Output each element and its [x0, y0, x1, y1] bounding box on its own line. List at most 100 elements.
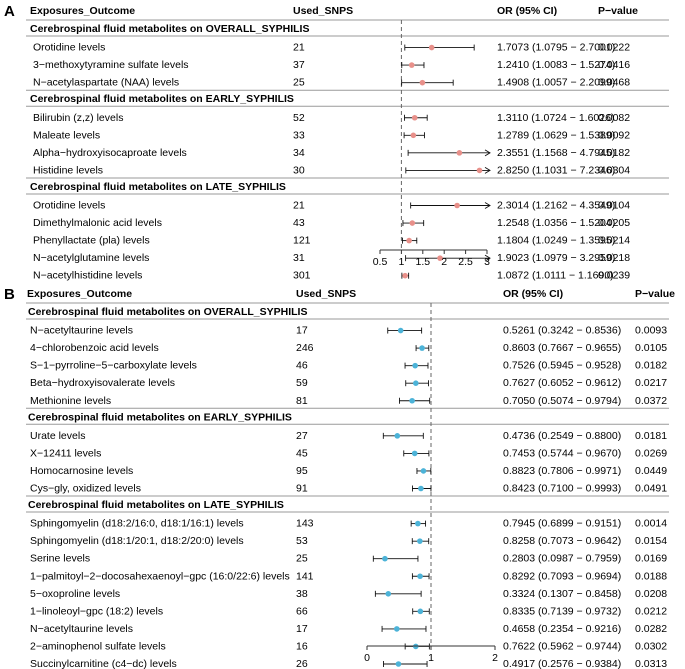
row-exposure-label: N−acetylaspartate (NAA) levels	[33, 77, 179, 89]
row-snps-value: 81	[296, 395, 308, 407]
row-or-ci-text: 0.4658 (0.2354 − 0.9216)	[503, 623, 621, 635]
row-snps-value: 26	[296, 658, 308, 669]
row-snps-value: 301	[293, 270, 311, 282]
row-pvalue: 0.0372	[635, 395, 667, 407]
or-point	[419, 345, 425, 351]
x-axis-tick-label: 2	[492, 652, 498, 664]
or-point	[395, 661, 402, 667]
ci-arrow-high	[484, 202, 491, 209]
or-point	[415, 520, 421, 527]
row-snps-value: 59	[296, 377, 308, 389]
or-point	[437, 255, 443, 261]
panel-label: A	[4, 3, 15, 20]
row-or-ci-text: 0.4917 (0.2576 − 0.9384)	[503, 658, 621, 669]
or-point	[397, 327, 404, 334]
row-snps-value: 91	[296, 483, 308, 495]
or-point	[402, 272, 408, 279]
row-snps-value: 46	[296, 360, 308, 372]
row-pvalue: 0.0313	[635, 658, 667, 669]
row-or-ci-text: 1.7073 (1.0795 − 2.7001)	[497, 42, 615, 54]
row-or-ci-text: 0.5261 (0.3242 − 0.8536)	[503, 325, 621, 337]
row-pvalue: 0.0282	[635, 623, 667, 635]
row-exposure-label: 2−aminophenol sulfate levels	[30, 640, 166, 652]
group-title: Cerebrospinal fluid metabolites on LATE_…	[30, 181, 286, 193]
row-exposure-label: 5−oxoproline levels	[30, 588, 120, 600]
or-point	[476, 167, 483, 174]
row-or-ci-text: 1.4908 (1.0057 − 2.2099)	[497, 77, 615, 89]
column-header-or: OR (95% CI)	[497, 5, 557, 17]
column-header-pvalue: P−value	[635, 288, 675, 300]
or-point	[418, 485, 424, 492]
x-axis-tick-label: 1	[428, 652, 434, 664]
row-snps-value: 38	[296, 588, 308, 600]
x-axis-tick-label: 2	[441, 256, 447, 268]
row-snps-value: 45	[296, 447, 308, 459]
or-point	[406, 237, 412, 244]
row-or-ci-text: 0.8258 (0.7073 − 0.9642)	[503, 535, 621, 547]
group-title: Cerebrospinal fluid metabolites on EARLY…	[28, 411, 292, 423]
row-exposure-label: 1−linoleoyl−gpc (18:2) levels	[30, 605, 163, 617]
or-point	[382, 555, 388, 562]
panel-label: B	[4, 286, 15, 303]
row-or-ci-text: 1.2410 (1.0083 − 1.5274)	[497, 59, 615, 71]
row-snps-value: 66	[296, 605, 308, 617]
column-header-snps: Used_SNPS	[293, 5, 353, 17]
row-or-ci-text: 2.8250 (1.1031 − 7.2346)	[497, 164, 615, 176]
column-header-or: OR (95% CI)	[503, 288, 563, 300]
x-axis-tick-label: 0	[364, 652, 370, 664]
group-title: Cerebrospinal fluid metabolites on OVERA…	[28, 306, 307, 318]
row-snps-value: 17	[296, 623, 308, 635]
or-point	[409, 220, 416, 226]
or-point	[410, 132, 417, 139]
row-pvalue: 0.0104	[598, 200, 630, 212]
x-axis-tick-label: 2.5	[458, 256, 473, 268]
column-header-pvalue: P−value	[598, 5, 638, 17]
row-pvalue: 0.0082	[598, 112, 630, 124]
or-point	[417, 608, 424, 615]
row-or-ci-text: 0.3324 (0.1307 − 0.8458)	[503, 588, 621, 600]
row-exposure-label: N−acetylhistidine levels	[33, 270, 142, 282]
row-snps-value: 121	[293, 235, 311, 247]
or-point	[420, 468, 427, 474]
row-or-ci-text: 0.7627 (0.6052 − 0.9612)	[503, 377, 621, 389]
row-or-ci-text: 0.7050 (0.5074 − 0.9794)	[503, 395, 621, 407]
group-title: Cerebrospinal fluid metabolites on EARLY…	[30, 93, 294, 105]
x-axis-tick-label: 1	[398, 256, 404, 268]
row-or-ci-text: 1.9023 (1.0979 − 3.2959)	[497, 252, 615, 264]
row-exposure-label: Beta−hydroxyisovalerate levels	[30, 377, 175, 389]
row-or-ci-text: 0.7526 (0.5945 − 0.9528)	[503, 360, 621, 372]
row-pvalue: 0.0182	[598, 147, 630, 159]
row-or-ci-text: 0.8823 (0.7806 − 0.9971)	[503, 465, 621, 477]
row-snps-value: 141	[296, 570, 314, 582]
x-axis-tick-label: 0.5	[373, 256, 388, 268]
row-or-ci-text: 0.2803 (0.0987 − 0.7959)	[503, 553, 621, 565]
row-or-ci-text: 0.7622 (0.5962 − 0.9744)	[503, 640, 621, 652]
row-or-ci-text: 1.3110 (1.0724 − 1.6026)	[497, 112, 614, 124]
row-snps-value: 21	[293, 200, 305, 212]
row-pvalue: 0.0302	[635, 640, 667, 652]
row-pvalue: 0.0105	[635, 342, 667, 354]
row-exposure-label: 1−palmitoyl−2−docosahexaenoyl−gpc (16:0/…	[30, 570, 290, 582]
row-snps-value: 21	[293, 42, 305, 54]
row-or-ci-text: 0.8292 (0.7093 − 0.9694)	[503, 570, 621, 582]
or-point	[417, 573, 423, 580]
or-point	[428, 44, 435, 51]
row-snps-value: 16	[296, 640, 308, 652]
or-point	[411, 114, 418, 121]
row-or-ci-text: 0.7453 (0.5744 − 0.9670)	[503, 447, 621, 459]
column-header-snps: Used_SNPS	[296, 288, 356, 300]
row-exposure-label: S−1−pyrroline−5−carboxylate levels	[30, 360, 197, 372]
row-pvalue: 0.0208	[635, 588, 667, 600]
row-or-ci-text: 1.1804 (1.0249 − 1.3595)	[497, 235, 615, 247]
row-pvalue: 0.0304	[598, 164, 630, 176]
row-snps-value: 30	[293, 164, 305, 176]
row-pvalue: 0.0491	[635, 483, 667, 495]
row-exposure-label: N−acetylglutamine levels	[33, 252, 149, 264]
row-exposure-label: Orotidine levels	[33, 200, 105, 212]
row-exposure-label: 3−methoxytyramine sulfate levels	[33, 59, 189, 71]
row-pvalue: 0.0093	[635, 325, 667, 337]
row-snps-value: 17	[296, 325, 308, 337]
row-snps-value: 52	[293, 112, 305, 124]
row-snps-value: 143	[296, 518, 314, 530]
or-point	[394, 626, 400, 632]
